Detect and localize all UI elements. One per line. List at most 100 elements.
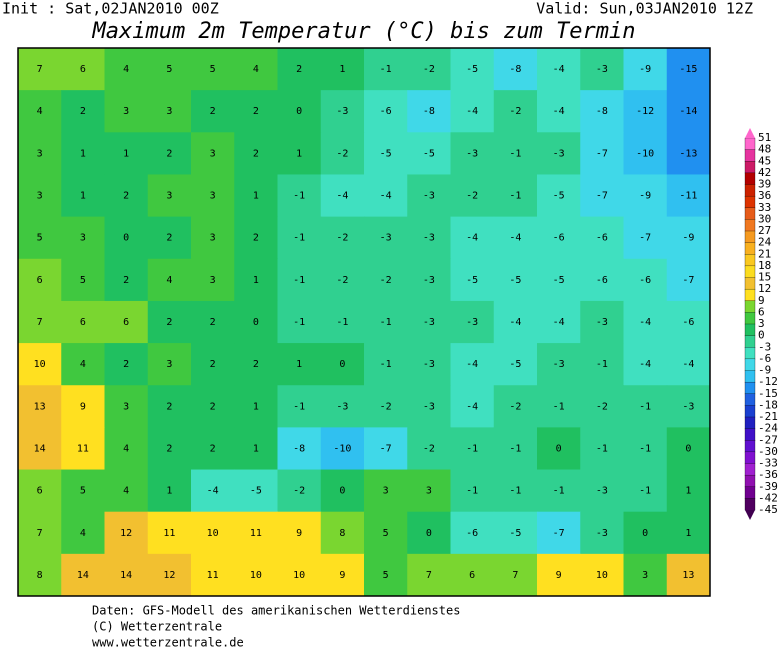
temperature-value: -10: [333, 443, 351, 454]
colorbar-label: 0: [758, 329, 765, 342]
temperature-cell: [364, 216, 408, 260]
colorbar-label: -30: [758, 445, 778, 458]
colorbar-segment: [744, 393, 756, 406]
temperature-cell: [234, 90, 278, 133]
temperature-cell: [493, 300, 538, 344]
temperature-cell: [623, 343, 668, 386]
colorbar-segment: [744, 347, 756, 360]
temperature-cell: [234, 132, 278, 175]
temperature-value: -5: [380, 148, 392, 159]
temperature-cell: [18, 48, 62, 91]
temperature-cell: [277, 216, 322, 260]
temperature-cell: [493, 90, 538, 133]
temperature-cell: [666, 553, 711, 597]
temperature-cell: [407, 300, 451, 344]
temperature-value: -6: [466, 528, 478, 539]
temperature-value: 2: [123, 359, 129, 370]
temperature-value: 9: [339, 570, 345, 581]
temperature-value: -5: [553, 191, 565, 202]
temperature-value: -5: [509, 275, 521, 286]
temperature-value: 0: [339, 359, 345, 370]
temperature-cell: [364, 132, 408, 175]
temperature-value: 1: [253, 275, 259, 286]
temperature-value: 1: [339, 64, 345, 75]
temperature-cell: [104, 90, 149, 133]
temperature-cell: [580, 48, 624, 91]
temperature-value: -3: [423, 317, 435, 328]
temperature-cell: [61, 343, 105, 386]
colorbar-label: 3: [758, 317, 765, 330]
temperature-value: 2: [210, 401, 216, 412]
temperature-cell: [61, 90, 105, 133]
colorbar-label: 18: [758, 259, 771, 272]
temperature-value: -1: [509, 191, 521, 202]
temperature-cell: [580, 216, 624, 260]
temperature-cell: [147, 553, 192, 597]
temperature-cell: [450, 385, 495, 428]
temperature-cell: [407, 132, 451, 175]
temperature-cell: [623, 258, 668, 302]
temperature-cell: [450, 174, 495, 218]
temperature-value: 6: [80, 317, 86, 328]
temperature-value: -6: [682, 317, 694, 328]
colorbar-label: 12: [758, 282, 771, 295]
temperature-value: 3: [426, 486, 432, 497]
colorbar-segment: [744, 265, 756, 278]
temperature-cell: [234, 258, 278, 302]
colorbar-segment: [744, 277, 756, 290]
temperature-value: 3: [166, 191, 172, 202]
temperature-value: -2: [336, 233, 348, 244]
temperature-value: -4: [466, 401, 478, 412]
temperature-cell: [493, 343, 538, 386]
temperature-value: -3: [423, 275, 435, 286]
temperature-cell: [191, 343, 235, 386]
colorbar-label: 21: [758, 247, 771, 260]
temperature-cell: [450, 132, 495, 175]
temperature-value: 3: [37, 148, 43, 159]
temperature-value: 3: [210, 233, 216, 244]
colorbar-label: -15: [758, 387, 778, 400]
temperature-cell: [61, 553, 105, 597]
temperature-cell: [234, 469, 278, 513]
temperature-cell: [537, 258, 581, 302]
temperature-cell: [537, 216, 581, 260]
temperature-cell: [147, 174, 192, 218]
colorbar-segment: [744, 137, 756, 151]
temperature-value: -10: [636, 148, 654, 159]
colorbar-label: -3: [758, 340, 771, 353]
temperature-value: 5: [383, 570, 389, 581]
temperature-cell: [450, 48, 495, 91]
temperature-cell: [61, 427, 105, 471]
temperature-value: -1: [293, 275, 305, 286]
temperature-value: -5: [553, 275, 565, 286]
temperature-cell: [364, 300, 408, 344]
temperature-cell: [493, 216, 538, 260]
temperature-cell: [666, 48, 711, 91]
temperature-value: 3: [123, 106, 129, 117]
temperature-cell: [104, 511, 149, 555]
valid-time: Valid: Sun,03JAN2010 12Z: [536, 0, 753, 18]
temperature-value: 4: [37, 106, 43, 117]
temperature-cell: [537, 385, 581, 428]
temperature-cell: [277, 343, 322, 386]
temperature-value: -1: [293, 317, 305, 328]
temperature-cell: [666, 469, 711, 513]
temperature-cell: [320, 132, 365, 175]
temperature-value: -2: [509, 106, 521, 117]
temperature-cell: [18, 300, 62, 344]
temperature-value: 2: [166, 443, 172, 454]
temperature-cell: [407, 469, 451, 513]
temperature-value: 2: [253, 233, 259, 244]
temperature-value: 4: [123, 486, 129, 497]
temperature-cell: [623, 174, 668, 218]
temperature-value: -15: [679, 64, 697, 75]
temperature-value: -3: [466, 148, 478, 159]
temperature-value: -6: [553, 233, 565, 244]
temperature-cell: [364, 90, 408, 133]
temperature-cell: [320, 385, 365, 428]
temperature-value: 0: [296, 106, 302, 117]
colorbar-label: -18: [758, 398, 778, 411]
temperature-cell: [666, 90, 711, 133]
temperature-cell: [191, 385, 235, 428]
temperature-value: -1: [293, 233, 305, 244]
